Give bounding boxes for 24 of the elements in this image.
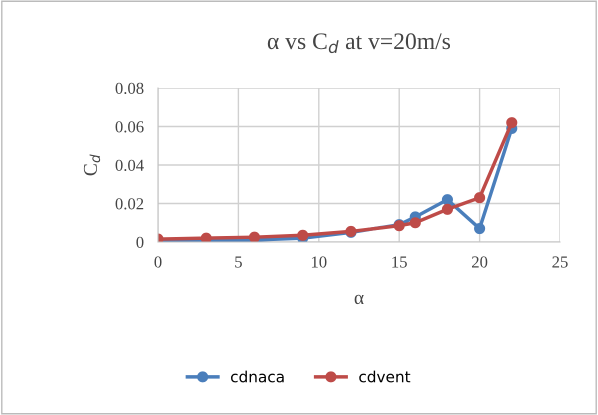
point (248, 232, 260, 242)
y-tick-label: 0.08 (116, 82, 144, 94)
legend-label: cdnaca (231, 370, 284, 382)
chart-title: α vs C$_{d}$ at v=20m/s (268, 33, 450, 54)
y-tick-label: 0.04 (116, 160, 144, 172)
point (410, 217, 421, 228)
y-axis-title: C$_{d}$ (84, 154, 100, 176)
x-tick-label: 15 (392, 256, 407, 268)
point (442, 194, 453, 206)
point (442, 204, 453, 215)
y-tick-label: 0 (136, 236, 144, 248)
point (506, 117, 518, 128)
x-axis-title: α (354, 294, 364, 304)
point (474, 192, 486, 204)
x-tick-label: 0 (154, 256, 162, 268)
x-tick-label: 20 (472, 256, 488, 268)
x-tick-label: 10 (312, 256, 326, 268)
point (474, 222, 486, 234)
x-tick-label: 5 (235, 256, 242, 268)
point (297, 230, 308, 241)
y-tick-label: 0.06 (116, 121, 144, 133)
legend-label: cdvent (359, 370, 410, 382)
y-tick-label: 0.02 (116, 198, 144, 210)
x-tick-label: 25 (552, 256, 568, 268)
